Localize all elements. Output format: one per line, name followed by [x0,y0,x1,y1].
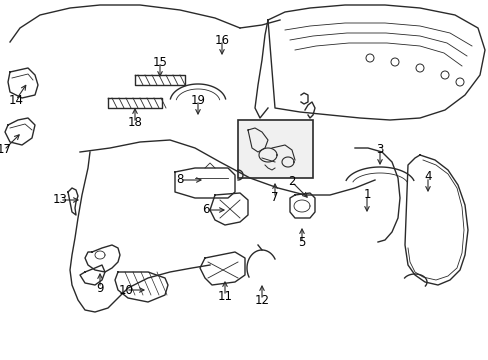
Text: 4: 4 [424,171,431,184]
Text: 6: 6 [202,203,209,216]
Text: 3: 3 [376,144,383,157]
Text: 15: 15 [152,55,167,68]
Text: 5: 5 [298,237,305,249]
Text: 13: 13 [52,193,67,207]
Text: 10: 10 [118,284,133,297]
Text: 17: 17 [0,144,12,157]
Text: 9: 9 [96,282,103,294]
Bar [238,120,312,178]
Text: 7: 7 [271,192,278,204]
Text: 8: 8 [176,174,183,186]
Text: 14: 14 [8,94,23,107]
Text: 2: 2 [287,175,295,189]
Text: 1: 1 [363,189,370,202]
Text: 19: 19 [190,94,205,107]
Text: 12: 12 [254,293,269,306]
Text: 18: 18 [127,117,142,130]
Text: 11: 11 [217,289,232,302]
Text: 16: 16 [214,33,229,46]
